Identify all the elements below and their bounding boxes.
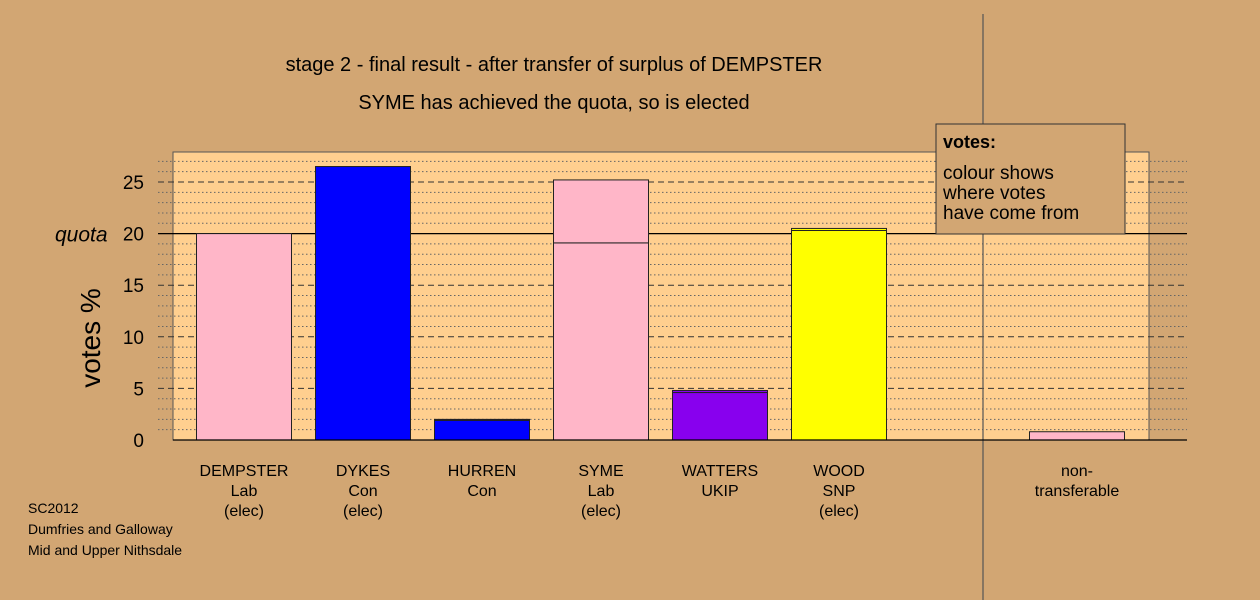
bar-segment <box>791 227 887 232</box>
category-label: WOOD <box>813 463 865 480</box>
category-label: UKIP <box>701 483 738 500</box>
bar-segment <box>434 418 530 421</box>
category-label: (elec) <box>581 503 621 520</box>
category-label: DEMPSTER <box>200 463 289 480</box>
category-label: (elec) <box>343 503 383 520</box>
bar-segment <box>791 230 887 441</box>
y-tick-label: 20 <box>123 225 144 246</box>
bar-segment <box>553 242 649 441</box>
chart-subtitle: SYME has achieved the quota, so is elect… <box>358 92 749 114</box>
category-label: SNP <box>823 483 856 500</box>
category-label: (elec) <box>819 503 859 520</box>
category-label: Con <box>348 483 377 500</box>
y-tick-label: 15 <box>123 276 144 297</box>
category-label: DYKES <box>336 463 390 480</box>
y-tick-label: 10 <box>123 328 144 349</box>
category-label: (elec) <box>224 503 264 520</box>
category-label: HURREN <box>448 463 516 480</box>
bar-segment <box>434 419 530 441</box>
category-label: Con <box>467 483 496 500</box>
bar-segment <box>553 179 649 244</box>
legend-heading: votes: <box>943 132 996 152</box>
category-label: Lab <box>588 483 615 500</box>
chart-title: stage 2 - final result - after transfer … <box>286 54 823 76</box>
source-line: Dumfries and Galloway <box>28 521 173 537</box>
bar-segment <box>315 166 411 441</box>
y-tick-label: 25 <box>123 173 144 194</box>
legend-line: where votes <box>942 183 1045 204</box>
bar-segment <box>672 392 768 441</box>
bar-segment <box>1029 431 1125 441</box>
legend: votes: colour shows where votes have com… <box>935 123 1126 235</box>
bar-segment <box>672 389 768 394</box>
quota-label: quota <box>55 224 108 247</box>
legend-line: colour shows <box>943 163 1054 184</box>
category-label: WATTERS <box>682 463 758 480</box>
y-tick-label: 5 <box>133 379 144 400</box>
category-label: SYME <box>578 463 623 480</box>
category-label: non- <box>1061 463 1093 480</box>
source-line: Mid and Upper Nithsdale <box>28 542 182 558</box>
source-note: SC2012 Dumfries and Galloway Mid and Upp… <box>28 500 182 558</box>
category-label: transferable <box>1035 483 1120 500</box>
y-tick-label: 0 <box>133 431 144 452</box>
source-line: SC2012 <box>28 500 79 516</box>
legend-box <box>935 123 1126 235</box>
bar-segment <box>196 233 292 441</box>
legend-line: have come from <box>943 203 1079 224</box>
y-axis-label: votes % <box>75 288 106 388</box>
category-label: Lab <box>231 483 258 500</box>
